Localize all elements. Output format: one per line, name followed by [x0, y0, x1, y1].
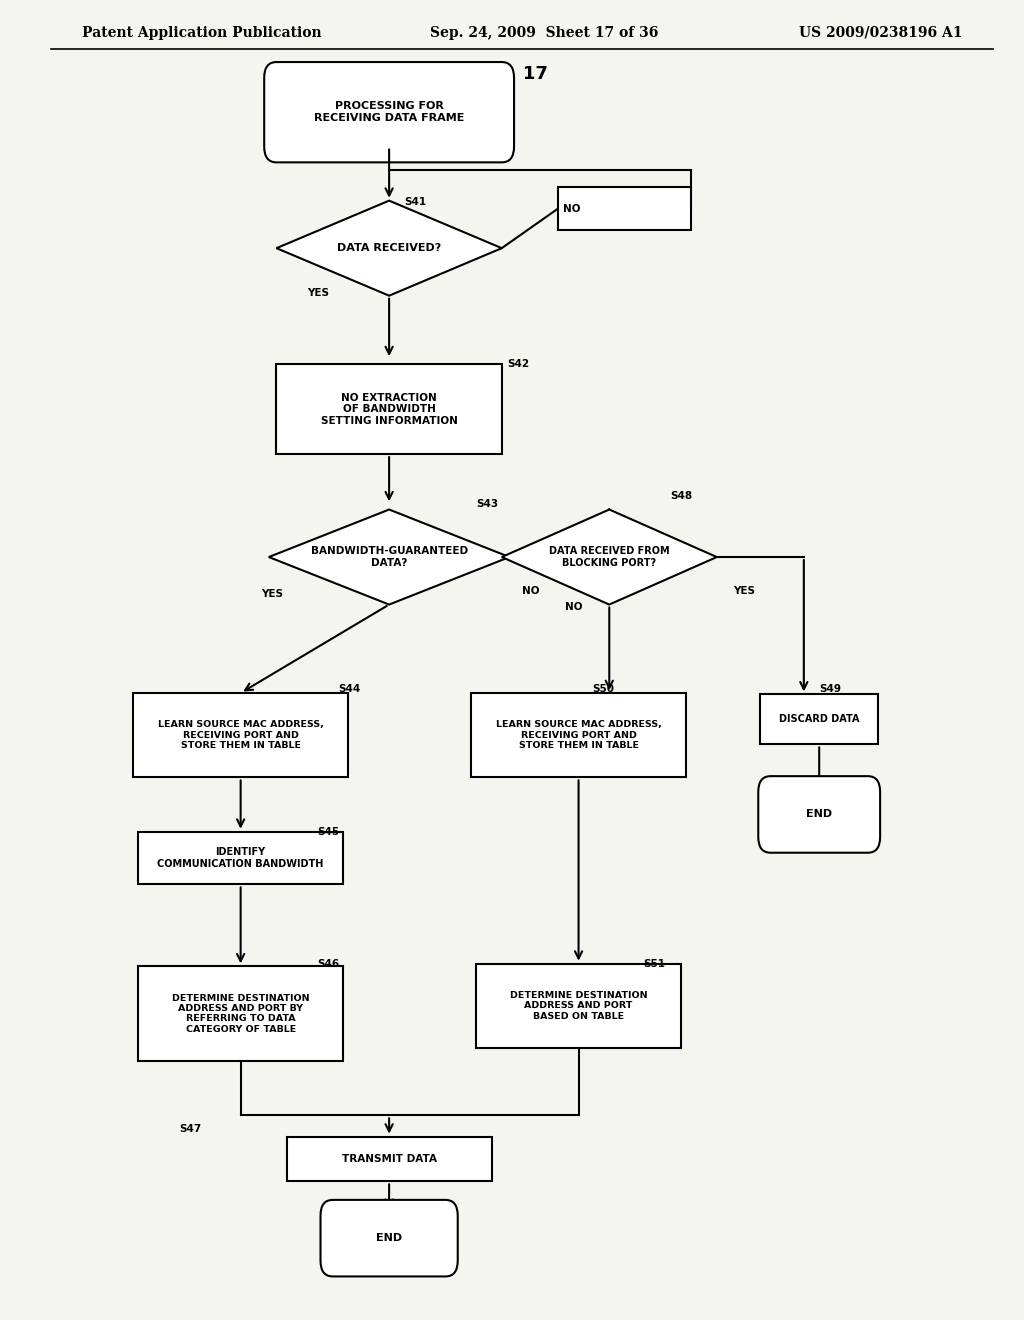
Text: NO EXTRACTION
OF BANDWIDTH
SETTING INFORMATION: NO EXTRACTION OF BANDWIDTH SETTING INFOR…	[321, 392, 458, 426]
Text: DATA RECEIVED FROM
BLOCKING PORT?: DATA RECEIVED FROM BLOCKING PORT?	[549, 546, 670, 568]
Text: BANDWIDTH-GUARANTEED
DATA?: BANDWIDTH-GUARANTEED DATA?	[310, 546, 468, 568]
Text: PROCESSING FOR
RECEIVING DATA FRAME: PROCESSING FOR RECEIVING DATA FRAME	[314, 102, 464, 123]
Bar	[133, 693, 348, 777]
Text: YES: YES	[307, 288, 329, 298]
FancyBboxPatch shape	[758, 776, 881, 853]
Polygon shape	[276, 201, 502, 296]
Text: S45: S45	[317, 826, 340, 837]
Text: S41: S41	[404, 197, 427, 207]
Text: NO: NO	[522, 586, 540, 597]
Text: DISCARD DATA: DISCARD DATA	[779, 714, 859, 725]
Text: S50: S50	[592, 684, 613, 694]
Text: S49: S49	[819, 684, 841, 694]
Bar	[138, 832, 343, 884]
Text: S42: S42	[507, 359, 529, 370]
Text: END: END	[806, 809, 833, 820]
Text: Patent Application Publication: Patent Application Publication	[82, 26, 322, 40]
FancyBboxPatch shape	[264, 62, 514, 162]
Text: END: END	[376, 1233, 402, 1243]
Text: S47: S47	[179, 1123, 202, 1134]
Text: YES: YES	[261, 589, 283, 599]
Text: FIG. 17: FIG. 17	[476, 65, 548, 83]
Text: S43: S43	[476, 499, 499, 510]
Text: DETERMINE DESTINATION
ADDRESS AND PORT
BASED ON TABLE: DETERMINE DESTINATION ADDRESS AND PORT B…	[510, 991, 647, 1020]
Text: IDENTIFY
COMMUNICATION BANDWIDTH: IDENTIFY COMMUNICATION BANDWIDTH	[158, 847, 324, 869]
Text: US 2009/0238196 A1: US 2009/0238196 A1	[799, 26, 963, 40]
Text: DETERMINE DESTINATION
ADDRESS AND PORT BY
REFERRING TO DATA
CATEGORY OF TABLE: DETERMINE DESTINATION ADDRESS AND PORT B…	[172, 994, 309, 1034]
Text: S44: S44	[338, 684, 360, 694]
Text: S48: S48	[671, 491, 693, 502]
Bar	[471, 693, 686, 777]
Text: NO: NO	[563, 203, 581, 214]
Bar	[476, 964, 681, 1048]
Text: LEARN SOURCE MAC ADDRESS,
RECEIVING PORT AND
STORE THEM IN TABLE: LEARN SOURCE MAC ADDRESS, RECEIVING PORT…	[496, 721, 662, 750]
Text: DATA RECEIVED?: DATA RECEIVED?	[337, 243, 441, 253]
Text: S46: S46	[317, 958, 340, 969]
Bar	[287, 1137, 492, 1181]
Text: NO: NO	[565, 602, 583, 612]
Text: TRANSMIT DATA: TRANSMIT DATA	[342, 1154, 436, 1164]
Bar	[558, 187, 691, 230]
Bar	[276, 364, 502, 454]
Polygon shape	[268, 510, 510, 605]
Text: Sep. 24, 2009  Sheet 17 of 36: Sep. 24, 2009 Sheet 17 of 36	[430, 26, 658, 40]
Text: LEARN SOURCE MAC ADDRESS,
RECEIVING PORT AND
STORE THEM IN TABLE: LEARN SOURCE MAC ADDRESS, RECEIVING PORT…	[158, 721, 324, 750]
Polygon shape	[502, 510, 717, 605]
Bar	[760, 694, 879, 744]
Bar	[138, 966, 343, 1061]
FancyBboxPatch shape	[321, 1200, 458, 1276]
Text: S51: S51	[643, 958, 665, 969]
Text: YES: YES	[733, 586, 755, 597]
